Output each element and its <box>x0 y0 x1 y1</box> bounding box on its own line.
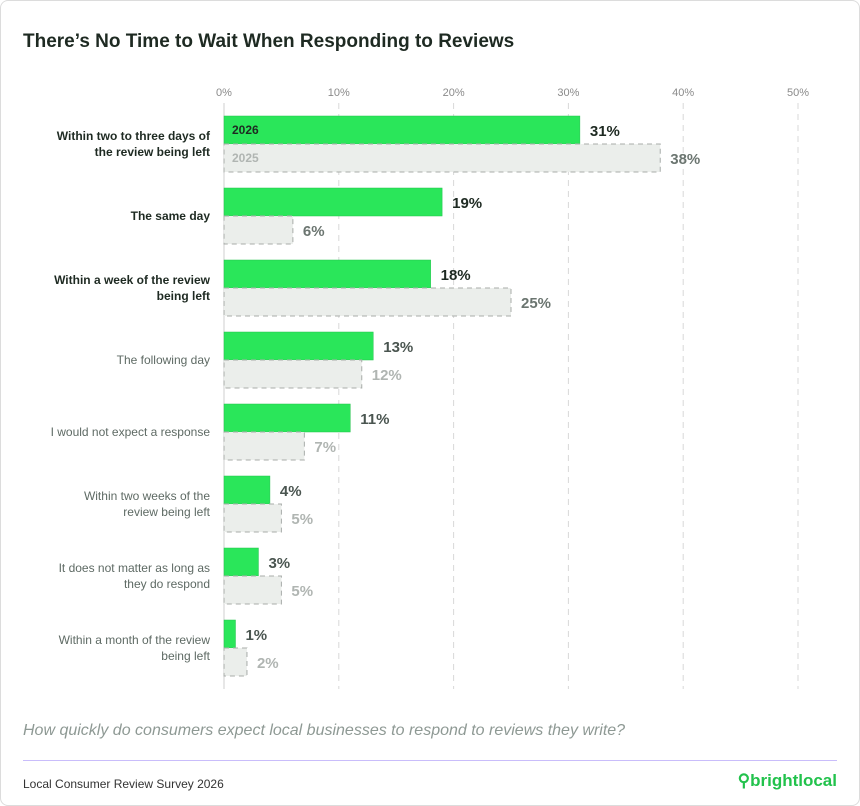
source-label: Local Consumer Review Survey 2026 <box>23 777 224 791</box>
value-label-2025: 5% <box>291 583 313 600</box>
category-label: Within a month of the review <box>59 633 211 647</box>
category-label: It does not matter as long as <box>59 561 210 575</box>
category-label: they do respond <box>124 577 210 591</box>
category-label: Within two weeks of the <box>84 489 210 503</box>
bar-2026 <box>223 547 259 577</box>
tick-label: 20% <box>443 87 465 99</box>
value-label-2025: 38% <box>670 151 700 168</box>
value-label-2026: 13% <box>383 339 413 356</box>
value-label-2025: 12% <box>372 367 402 384</box>
category-label: The following day <box>117 353 210 367</box>
bar-2025 <box>223 575 282 605</box>
category-label: being left <box>161 649 210 663</box>
value-label-2026: 31% <box>590 123 620 140</box>
series-label-2025: 2025 <box>232 151 259 165</box>
value-label-2026: 1% <box>245 627 267 644</box>
value-label-2025: 2% <box>257 655 279 672</box>
category-label: The same day <box>131 209 211 223</box>
category-label: Within a week of the review <box>54 273 211 287</box>
category-label: I would not expect a response <box>51 425 211 439</box>
tick-label: 50% <box>787 87 809 99</box>
value-label-2025: 7% <box>314 439 336 456</box>
bar-2025 <box>223 215 294 245</box>
bar-2026 <box>223 259 431 289</box>
series-label-2026: 2026 <box>232 123 259 137</box>
bar-2026 <box>223 619 236 649</box>
survey-question: How quickly do consumers expect local bu… <box>23 722 626 739</box>
bar-2026 <box>223 115 581 145</box>
bar-2025 <box>223 647 248 677</box>
bar-2026 <box>223 403 351 433</box>
category-label: the review being left <box>95 145 210 159</box>
bar-2026 <box>223 187 443 217</box>
tick-label: 40% <box>672 87 694 99</box>
bar-2026 <box>223 475 271 505</box>
map-pin-icon: ⚲ <box>737 771 751 790</box>
value-label-2026: 3% <box>268 555 290 572</box>
bar-2025 <box>223 431 305 461</box>
value-label-2025: 6% <box>303 223 325 240</box>
bar-2026 <box>223 331 374 361</box>
value-label-2026: 11% <box>360 411 389 428</box>
tick-label: 0% <box>216 87 232 99</box>
bar-2025 <box>223 359 363 389</box>
tick-label: 10% <box>328 87 350 99</box>
category-label: Within two to three days of <box>57 129 211 143</box>
tick-label: 30% <box>557 87 579 99</box>
bar-2025 <box>223 287 512 317</box>
category-label: review being left <box>123 505 210 519</box>
value-label-2026: 19% <box>452 195 482 212</box>
value-label-2025: 5% <box>291 511 313 528</box>
brightlocal-logo: ⚲brightlocal <box>738 771 837 791</box>
bar-chart: 0% 10% 20% 30% 40% 50% Within two to three day… <box>51 87 809 689</box>
value-label-2025: 25% <box>521 295 551 312</box>
bar-2025 <box>223 143 661 173</box>
value-label-2026: 18% <box>441 267 471 284</box>
value-label-2026: 4% <box>280 483 302 500</box>
divider <box>23 760 837 761</box>
logo-text: brightlocal <box>750 771 837 790</box>
bar-2025 <box>223 503 282 533</box>
chart-title: There’s No Time to Wait When Responding … <box>23 31 515 52</box>
category-label: being left <box>157 289 210 303</box>
